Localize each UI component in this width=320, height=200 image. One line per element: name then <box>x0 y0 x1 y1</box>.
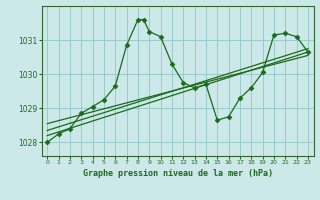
X-axis label: Graphe pression niveau de la mer (hPa): Graphe pression niveau de la mer (hPa) <box>83 169 273 178</box>
